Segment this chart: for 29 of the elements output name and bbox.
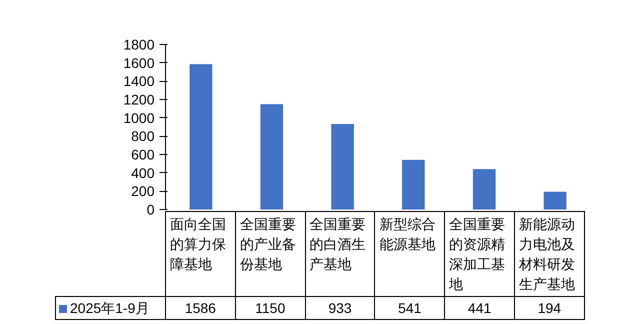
- y-tick-label: 1800: [123, 36, 155, 52]
- data-label: 194: [514, 296, 584, 320]
- bar: [331, 124, 354, 210]
- bar: [472, 169, 496, 210]
- data-label: 1586: [166, 296, 236, 320]
- x-tick-label: 面向全国的算力保障基地: [166, 212, 236, 296]
- y-tick-label: 1200: [123, 92, 155, 108]
- x-tick-label: 全国重要的资源精深加工基地: [444, 212, 514, 296]
- legend-label: 2025年1-9月: [56, 296, 166, 320]
- y-tick-label: 1600: [123, 54, 155, 71]
- x-tick-label: 新能源动力电池及材料研发生产基地: [514, 212, 584, 296]
- y-tick-label: 800: [131, 128, 155, 144]
- y-tick-label: 0: [146, 202, 155, 218]
- x-tick-label: 全国重要的产业备份基地: [235, 212, 306, 296]
- y-tick-label: 1000: [123, 110, 155, 126]
- bar: [402, 160, 425, 210]
- y-tick-label: 200: [131, 183, 155, 200]
- x-tick-label: 新型综合能源基地: [374, 212, 445, 296]
- data-label: 1150: [235, 296, 306, 320]
- bar: [190, 64, 212, 210]
- x-tick-label: 全国重要的白酒生产基地: [305, 212, 375, 296]
- bar: [544, 192, 566, 210]
- y-tick-label: 1400: [123, 73, 155, 90]
- y-tick-label: 600: [131, 146, 155, 162]
- data-label: 541: [374, 296, 445, 320]
- data-label: 441: [444, 296, 514, 320]
- y-tick-label: 400: [131, 164, 155, 181]
- data-label: 933: [305, 296, 375, 320]
- bar: [260, 104, 284, 210]
